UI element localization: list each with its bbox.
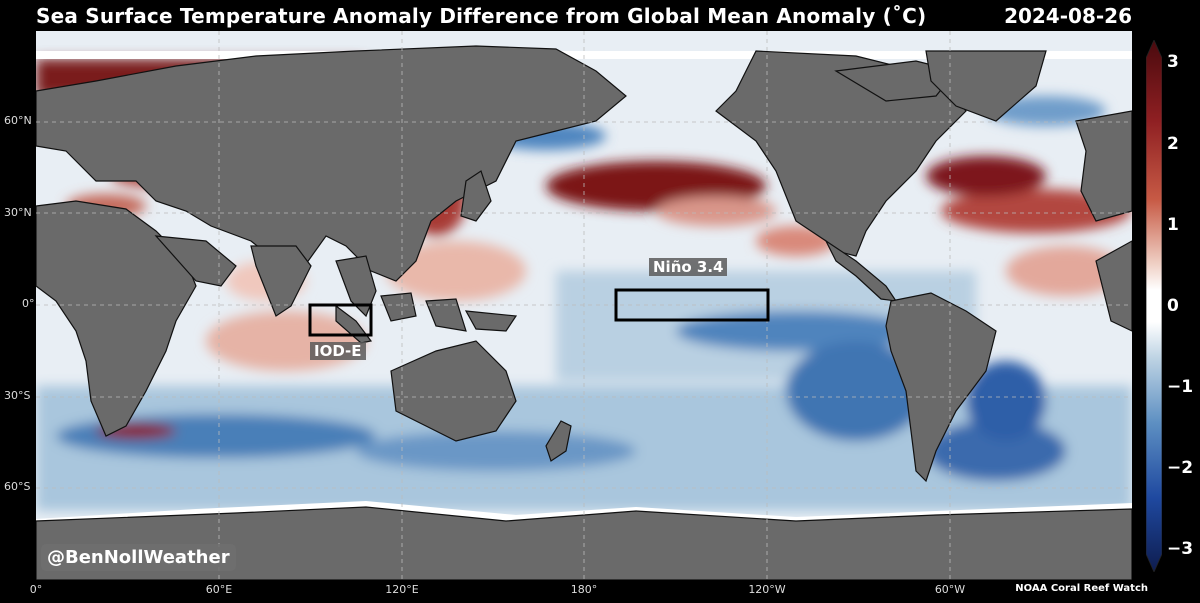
map-date: 2024-08-26: [1004, 4, 1132, 28]
nino34-label: Niño 3.4: [649, 258, 728, 276]
lon-label-0: 0°: [29, 583, 43, 596]
sst-anomaly-map: [36, 31, 1132, 580]
colorbar-label-1: 1: [1167, 215, 1179, 235]
lat-label-60s: 60°S: [4, 480, 31, 493]
colorbar-label-neg3: −3: [1167, 539, 1194, 559]
map-title: Sea Surface Temperature Anomaly Differen…: [36, 4, 927, 28]
lat-label-30n: 30°N: [4, 206, 32, 219]
colorbar: [1146, 40, 1162, 572]
lat-label-60n: 60°N: [4, 114, 32, 127]
lon-label-60w: 60°W: [934, 583, 966, 596]
colorbar-label-neg1: −1: [1167, 377, 1194, 397]
watermark: @BenNollWeather: [41, 544, 236, 571]
colorbar-label-2: 2: [1167, 134, 1179, 154]
lat-label-30s: 30°S: [4, 389, 31, 402]
iode-box: [308, 303, 373, 337]
lat-label-0: 0°: [22, 297, 35, 310]
lon-label-120w: 120°W: [748, 583, 786, 596]
lon-label-120e: 120°E: [385, 583, 419, 596]
iode-label: IOD-E: [310, 342, 366, 360]
lon-label-180: 180°: [570, 583, 598, 596]
colorbar-label-0: 0: [1167, 296, 1179, 316]
lon-label-60e: 60°E: [205, 583, 233, 596]
colorbar-label-neg2: −2: [1167, 458, 1194, 478]
credit: NOAA Coral Reef Watch: [1015, 583, 1148, 594]
colorbar-label-3: 3: [1167, 52, 1179, 72]
nino34-box: [614, 288, 770, 322]
